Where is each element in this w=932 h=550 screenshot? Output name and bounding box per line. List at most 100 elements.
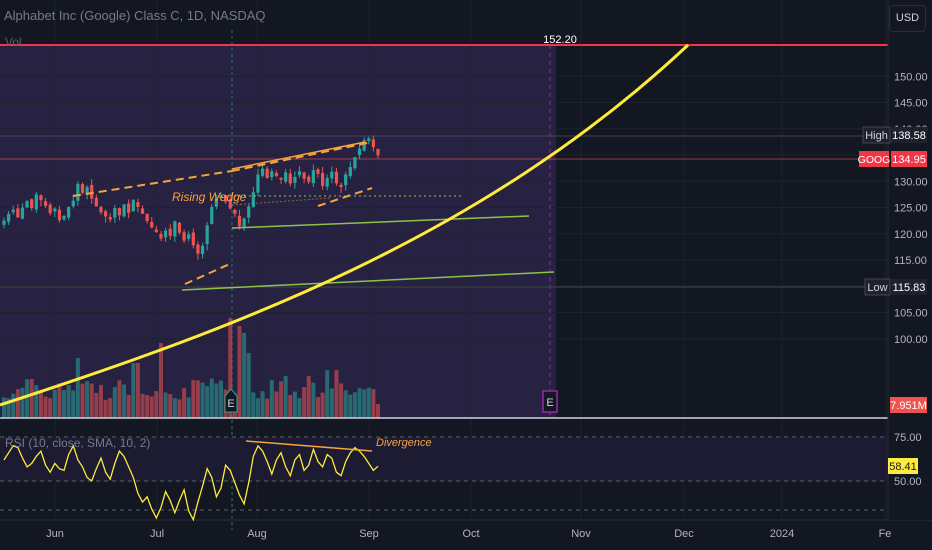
volume-bar [85, 381, 90, 418]
candle-body [367, 138, 371, 142]
candle-body [320, 173, 325, 186]
svg-text:High: High [865, 130, 888, 142]
price-axis[interactable] [888, 0, 932, 520]
price-tick-label: 115.00 [894, 255, 927, 267]
volume-bar [274, 391, 279, 418]
price-tick-label: 100.00 [894, 334, 928, 346]
candle-body [187, 234, 191, 239]
candle-body [164, 230, 168, 238]
svg-text:Low: Low [867, 282, 887, 294]
wedge-solid-line [231, 141, 366, 170]
candle-body [99, 207, 103, 213]
candle-body [108, 217, 112, 220]
candle-body [279, 177, 283, 180]
candle-body [191, 232, 195, 246]
rsi-legend: RSI (10, close, SMA, 10, 2) [5, 436, 151, 450]
candle-body [256, 174, 260, 193]
volume-value-label: 7.951M [890, 397, 927, 413]
volume-bar [265, 398, 270, 418]
volume-bar [149, 396, 154, 418]
volume-bar [209, 378, 214, 418]
candle-body [71, 200, 75, 207]
volume-bar [11, 393, 16, 418]
candle-body [117, 208, 122, 216]
volume-bar [20, 387, 25, 418]
svg-text:58.41: 58.41 [889, 461, 917, 473]
divergence-label: Divergence [376, 437, 432, 449]
svg-text:GOOG: GOOG [858, 154, 891, 166]
candle-body [113, 208, 117, 218]
candle-body [80, 184, 85, 193]
volume-bar [302, 387, 307, 418]
candle-body [348, 167, 352, 177]
candle-body [20, 207, 25, 219]
price-tick-label: 130.00 [894, 176, 928, 188]
volume-bar [357, 388, 362, 418]
candle-body [2, 220, 6, 225]
time-tick-label: Nov [571, 528, 591, 540]
candle-body [288, 173, 292, 184]
volume-bar [195, 380, 200, 418]
target-price-label: 152.20 [543, 34, 577, 46]
candle-body [316, 169, 320, 174]
volume-bar [140, 393, 145, 418]
pattern-label: Rising Wedge [172, 190, 247, 204]
volume-bar [126, 394, 131, 418]
candle-body [103, 211, 108, 217]
low-label: Low 115.83 [864, 278, 927, 296]
candle-body [67, 206, 71, 218]
volume-bar [251, 392, 256, 418]
volume-bar [246, 353, 251, 418]
wedge-ext-line [231, 197, 331, 206]
candle-body [265, 168, 269, 179]
svg-text:E: E [546, 397, 553, 409]
volume-bar [306, 376, 311, 418]
time-tick-label: Fe [879, 528, 892, 540]
volume-bar [117, 380, 122, 418]
volume-bar [62, 390, 67, 418]
volume-legend: Vol [5, 35, 22, 49]
projection-curve [0, 43, 690, 407]
candle-body [122, 204, 126, 217]
time-tick-label: Dec [674, 528, 694, 540]
volume-bar [191, 380, 196, 418]
candle-body [140, 208, 145, 214]
price-tick-label: 150.00 [894, 71, 928, 83]
volume-bar [219, 380, 224, 418]
volume-bar [145, 394, 150, 418]
volume-bar [52, 389, 57, 418]
candle-body [57, 209, 62, 221]
wedge-lower-line [184, 262, 233, 285]
volume-bars [2, 318, 380, 418]
price-tick-label: 145.00 [894, 98, 928, 110]
volume-bar [112, 387, 117, 418]
svg-text:E: E [227, 398, 234, 410]
volume-bar [371, 389, 376, 418]
candle-body [274, 172, 279, 176]
candle-body [136, 202, 140, 207]
volume-bar [168, 394, 173, 418]
volume-bar [131, 363, 136, 418]
candle-body [334, 171, 339, 184]
candle-body [293, 177, 297, 183]
candle-body [30, 199, 34, 209]
volume-bar [66, 385, 71, 418]
candle-body [371, 139, 375, 148]
volume-bar [177, 399, 182, 418]
volume-bar [172, 398, 177, 418]
volume-bar [343, 390, 348, 418]
earnings-marker-1[interactable]: E [224, 388, 238, 413]
rsi-tick-label: 50.00 [894, 476, 922, 488]
earnings-marker-2[interactable]: E [542, 390, 558, 413]
candle-body [182, 232, 186, 241]
time-axis[interactable]: Jun Jul Aug Sep Oct Nov Dec 2024 Fe [46, 528, 891, 540]
candle-body [339, 184, 343, 188]
candle-body [242, 218, 246, 227]
volume-bar [334, 370, 339, 418]
candle-body [205, 225, 209, 245]
volume-bar [362, 389, 367, 418]
divergence-line [245, 440, 373, 452]
volume-bar [348, 394, 353, 418]
currency-button[interactable]: USD [889, 5, 926, 32]
